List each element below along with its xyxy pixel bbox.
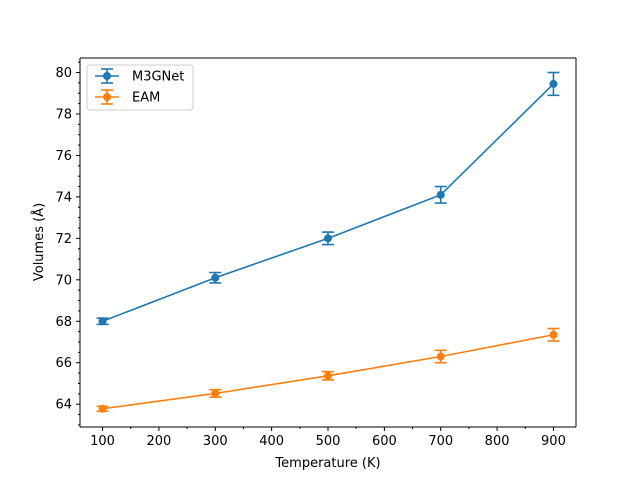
data-point-0-3 <box>436 190 445 199</box>
data-point-0-0 <box>98 317 107 326</box>
data-point-1-3 <box>436 352 445 361</box>
series-layer <box>96 71 560 413</box>
data-point-0-4 <box>549 79 558 88</box>
x-tick-label-300: 300 <box>203 434 228 449</box>
y-tick-label-66: 66 <box>55 356 72 371</box>
axes-layer: 100 200 300 400 500 600 700 800 900 64 66 68 70 72 74 7… <box>55 57 577 449</box>
x-tick-label-800: 800 <box>485 434 510 449</box>
y-tick-label-70: 70 <box>55 273 72 288</box>
legend-label-1: EAM <box>132 91 160 106</box>
data-point-1-0 <box>98 404 107 413</box>
x-tick-label-200: 200 <box>146 434 171 449</box>
x-tick-label-100: 100 <box>90 434 115 449</box>
legend-label-0: M3GNet <box>132 70 184 85</box>
x-tick-label-900: 900 <box>541 434 566 449</box>
y-tick-label-76: 76 <box>55 149 72 164</box>
x-axis-label: Temperature (K) <box>274 456 380 471</box>
y-tick-label-64: 64 <box>55 398 72 413</box>
y-tick-label-78: 78 <box>55 107 72 122</box>
data-point-1-4 <box>549 330 558 339</box>
y-tick-label-72: 72 <box>55 232 72 247</box>
legend-marker-1 <box>103 93 111 101</box>
data-point-0-1 <box>211 273 220 282</box>
y-tick-label-74: 74 <box>55 190 72 205</box>
y-tick-label-80: 80 <box>55 66 72 81</box>
x-tick-label-400: 400 <box>259 434 284 449</box>
legend: M3GNet EAM <box>86 64 194 111</box>
y-tick-label-68: 68 <box>55 315 72 330</box>
x-tick-label-500: 500 <box>316 434 341 449</box>
x-tick-label-700: 700 <box>428 434 453 449</box>
y-axis-label: Volumes (Å) <box>31 203 47 281</box>
legend-marker-0 <box>103 72 111 80</box>
data-point-0-2 <box>324 234 332 243</box>
data-point-1-1 <box>211 389 220 398</box>
x-tick-label-600: 600 <box>372 434 397 449</box>
data-point-1-2 <box>324 371 332 380</box>
